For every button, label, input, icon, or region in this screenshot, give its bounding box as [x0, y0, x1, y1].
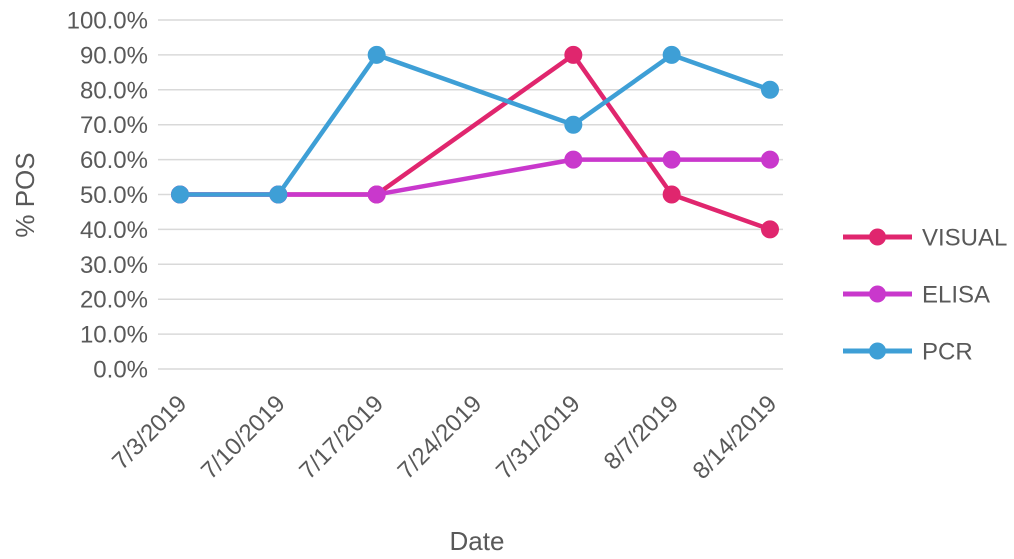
y-tick-label: 20.0% — [80, 287, 148, 314]
data-point-visual — [761, 220, 779, 239]
data-point-pcr — [171, 185, 189, 204]
data-point-pcr — [761, 80, 779, 99]
x-tick-label: 7/24/2019 — [393, 390, 488, 485]
legend-item-visual: VISUAL — [843, 225, 1007, 252]
y-tick-label: 0.0% — [93, 357, 148, 384]
data-point-visual — [564, 45, 583, 64]
data-point-visual — [662, 185, 681, 204]
y-tick-label: 100.0% — [67, 8, 148, 35]
data-point-pcr — [662, 45, 681, 64]
x-tick-label: 7/31/2019 — [491, 390, 586, 485]
x-axis-title: Date — [450, 526, 505, 556]
data-point-pcr — [564, 115, 583, 134]
x-tick-label: 8/7/2019 — [599, 390, 684, 475]
x-axis-tick-labels: 7/3/2019 7/10/2019 7/17/2019 7/24/2019 7/31/… — [107, 390, 782, 485]
y-tick-label: 70.0% — [80, 112, 148, 139]
series-visual — [171, 45, 779, 239]
data-point-pcr — [367, 45, 386, 64]
legend-marker — [869, 342, 886, 360]
series-pcr — [171, 45, 779, 204]
series-line-visual — [177, 52, 773, 232]
x-tick-label: 7/3/2019 — [107, 390, 192, 475]
plot-series — [171, 45, 779, 239]
legend-label: PCR — [922, 339, 973, 366]
y-tick-label: 30.0% — [80, 252, 148, 279]
y-tick-label: 40.0% — [80, 217, 148, 244]
legend-item-elisa: ELISA — [843, 282, 990, 309]
y-tick-label: 90.0% — [80, 42, 148, 69]
data-point-pcr — [269, 185, 288, 204]
x-tick-label: 8/14/2019 — [688, 390, 783, 485]
data-point-elisa — [564, 150, 583, 169]
legend: VISUAL ELISA PCR — [843, 225, 1007, 366]
series-line-elisa — [177, 157, 773, 197]
y-tick-label: 10.0% — [80, 322, 148, 349]
legend-item-pcr: PCR — [843, 339, 973, 366]
legend-marker — [869, 285, 886, 303]
data-point-elisa — [367, 185, 386, 204]
data-point-elisa — [662, 150, 681, 169]
data-point-elisa — [761, 150, 779, 169]
legend-label: ELISA — [922, 282, 990, 309]
y-axis-title: % POS — [10, 152, 40, 237]
x-tick-label: 7/10/2019 — [196, 390, 291, 485]
y-tick-label: 50.0% — [80, 182, 148, 209]
legend-label: VISUAL — [922, 225, 1007, 252]
x-tick-label: 7/17/2019 — [294, 390, 389, 485]
y-axis-tick-labels: 0.0% 10.0% 20.0% 30.0% 40.0% 50.0% 60.0% 70.0% 8… — [67, 8, 148, 384]
y-tick-label: 60.0% — [80, 147, 148, 174]
y-tick-label: 80.0% — [80, 77, 148, 104]
series-line-pcr — [177, 52, 773, 197]
legend-marker — [869, 228, 886, 246]
